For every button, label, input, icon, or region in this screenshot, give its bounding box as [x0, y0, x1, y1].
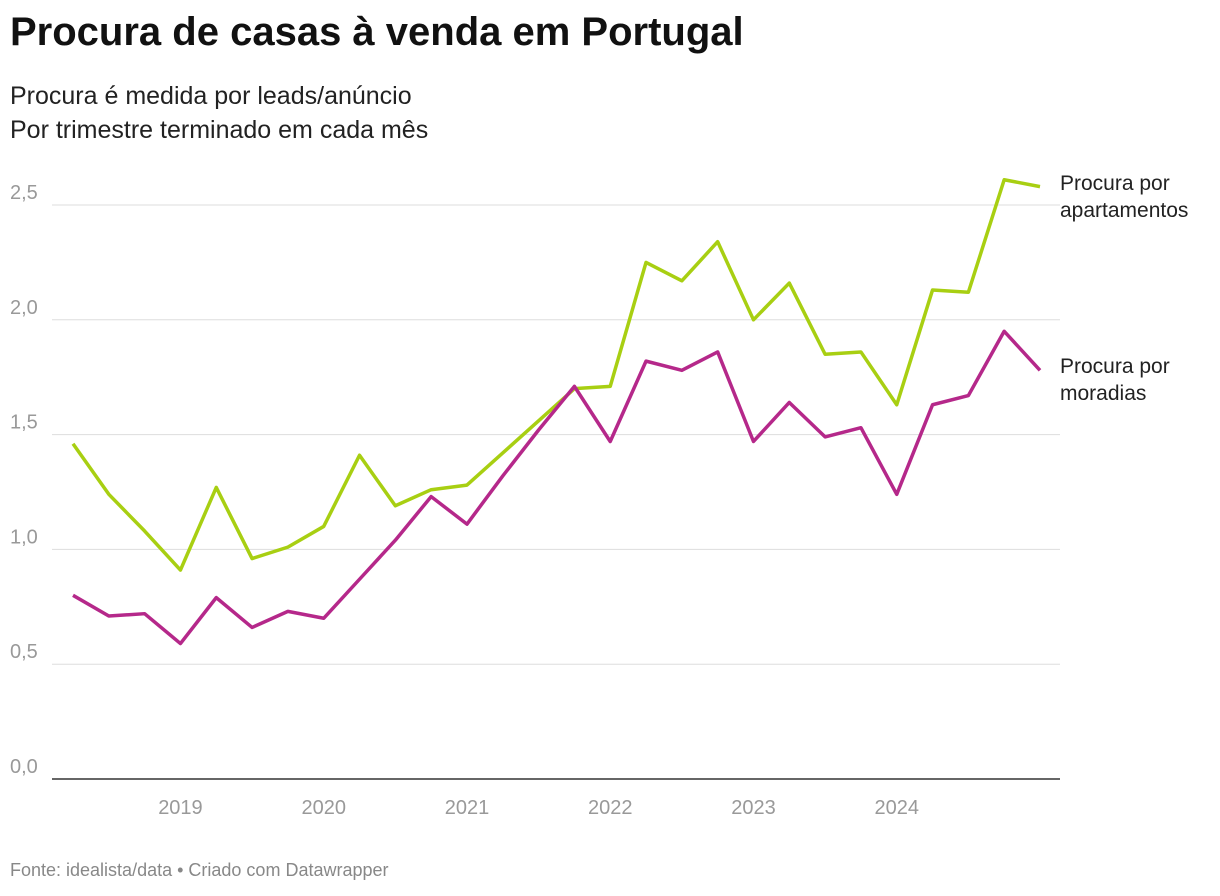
series-label: Procura por moradias — [1060, 355, 1170, 406]
x-tick-label: 2023 — [731, 797, 776, 819]
x-tick-label: 2022 — [588, 797, 633, 819]
series-label: Procura por apartamentos — [1060, 171, 1189, 222]
series-line — [72, 329, 1042, 646]
x-tick-label: 2020 — [301, 797, 346, 819]
y-tick-label: 0,5 — [10, 641, 38, 663]
x-tick-label: 2021 — [445, 797, 490, 819]
y-tick-label: 2,5 — [10, 182, 38, 204]
y-tick-label: 2,0 — [10, 297, 38, 319]
subtitle: Por trimestre terminado em cada mês — [10, 116, 429, 144]
x-tick-label: 2024 — [874, 797, 919, 819]
chart-title: Procura de casas à venda em Portugal — [10, 10, 744, 54]
series-line — [71, 177, 1041, 572]
y-tick-label: 1,0 — [10, 526, 38, 548]
y-tick-label: 0,0 — [10, 756, 38, 778]
y-tick-label: 1,5 — [10, 412, 38, 434]
source: Fonte: idealista/data • Criado com Dataw… — [10, 860, 389, 880]
x-tick-label: 2019 — [158, 797, 203, 819]
subtitle: Procura é medida por leads/anúncio — [10, 82, 412, 110]
